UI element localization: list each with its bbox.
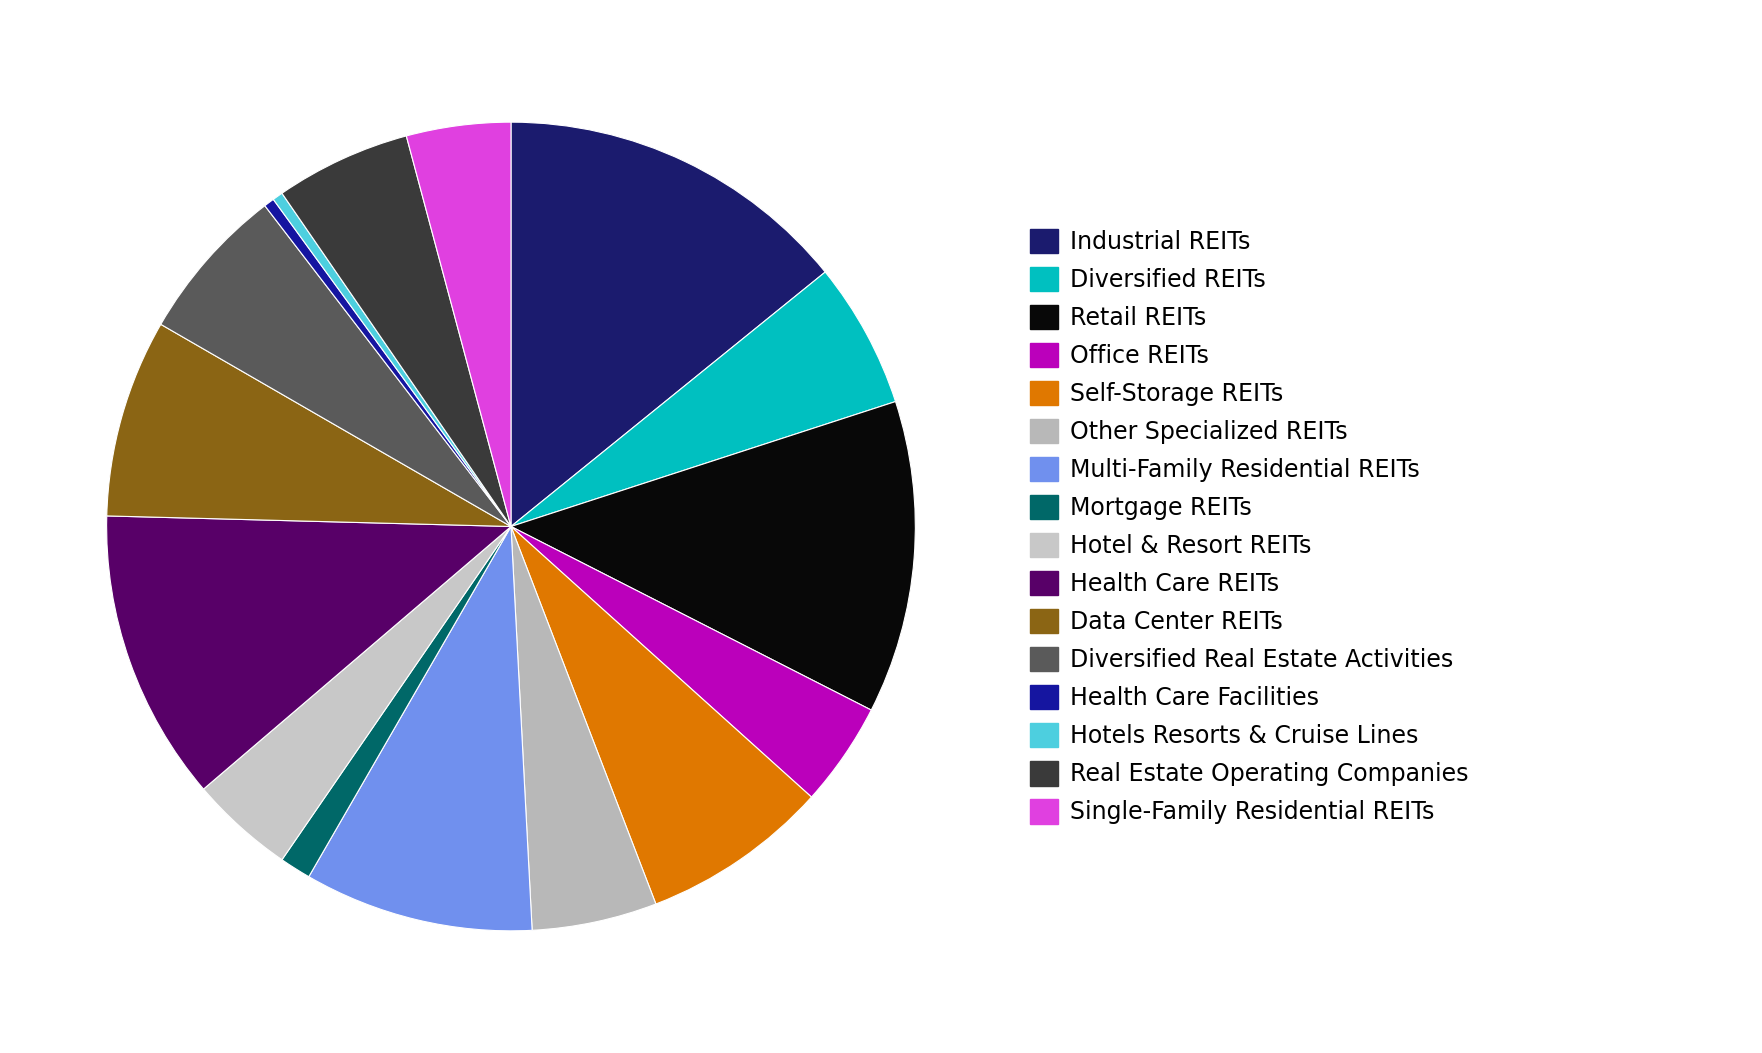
Wedge shape [282, 136, 511, 526]
Wedge shape [407, 122, 511, 526]
Wedge shape [308, 526, 532, 931]
Wedge shape [107, 516, 511, 789]
Wedge shape [511, 526, 812, 903]
Wedge shape [511, 526, 870, 797]
Wedge shape [511, 526, 655, 930]
Wedge shape [203, 526, 511, 859]
Wedge shape [107, 324, 511, 526]
Wedge shape [273, 194, 511, 526]
Wedge shape [160, 205, 511, 526]
Wedge shape [511, 122, 825, 526]
Legend: Industrial REITs, Diversified REITs, Retail REITs, Office REITs, Self-Storage RE: Industrial REITs, Diversified REITs, Ret… [1020, 219, 1478, 834]
Wedge shape [511, 401, 914, 710]
Wedge shape [511, 272, 895, 526]
Wedge shape [282, 526, 511, 877]
Wedge shape [264, 199, 511, 526]
